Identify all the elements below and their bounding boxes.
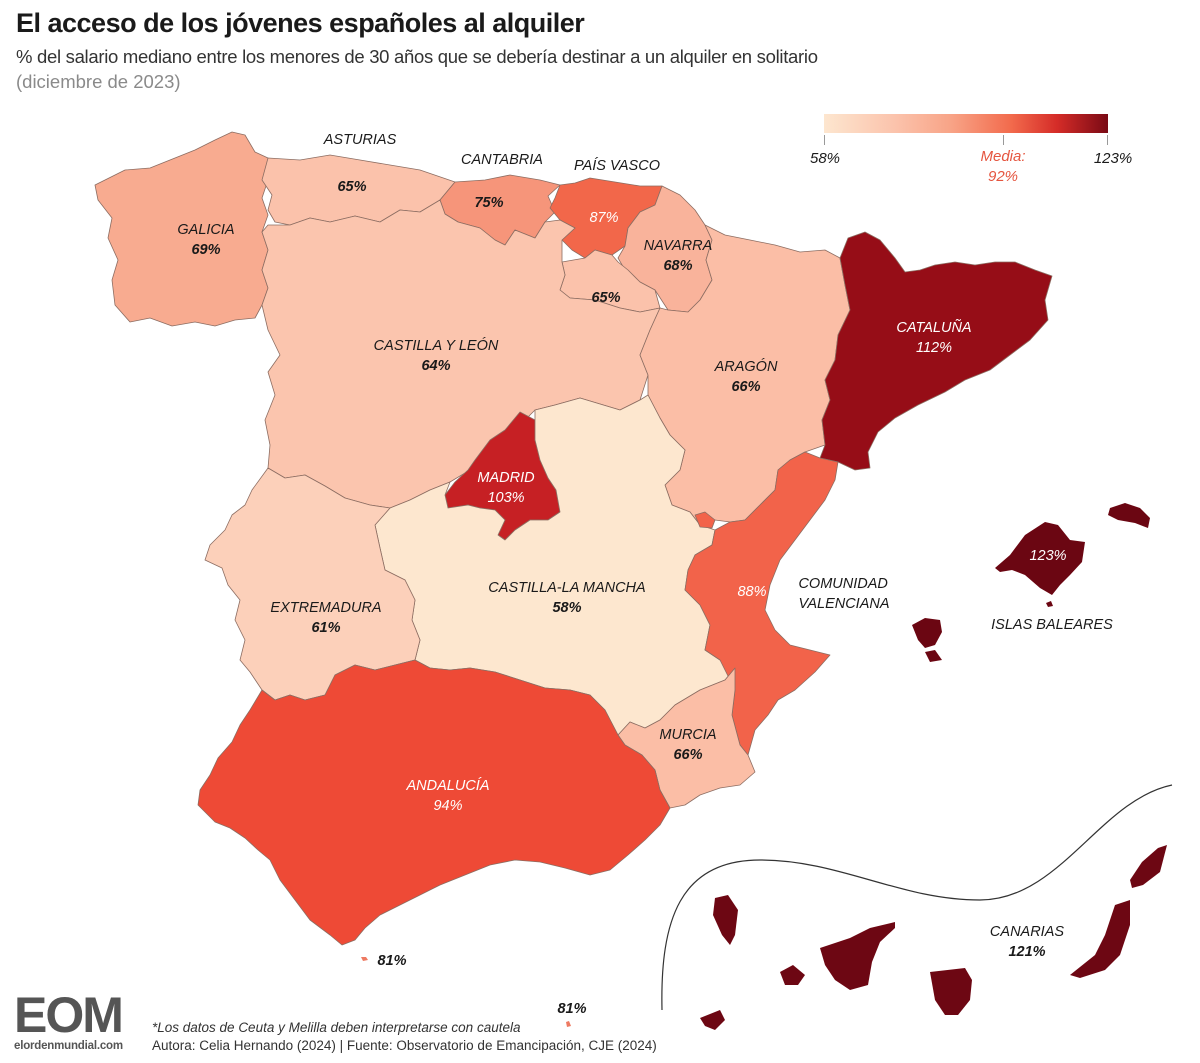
region-name-line1: COMUNIDAD [798, 576, 888, 592]
label-cantabria-value: 75% [474, 193, 503, 213]
logo-letters: EOM [14, 987, 124, 1043]
region-name: EXTREMADURA [270, 600, 382, 616]
region-value: 64% [421, 358, 451, 374]
region-name: CANARIAS [989, 924, 1065, 940]
label-aragon: ARAGÓN 66% [715, 357, 778, 397]
label-pais-vasco-name: PAÍS VASCO [574, 156, 660, 176]
source-credit: Autora: Celia Hernando (2024) | Fuente: … [152, 1038, 657, 1053]
region-comunidad-valenciana [684, 451, 839, 756]
label-asturias-value: 65% [337, 177, 366, 197]
region-islas-baleares [912, 503, 1150, 662]
region-andalucia [197, 659, 671, 946]
region-value: 65% [591, 290, 621, 306]
label-cantabria-name: CANTABRIA [461, 150, 543, 170]
label-pais-vasco-value: 87% [589, 208, 618, 228]
legend-tick-max [1107, 135, 1108, 145]
label-asturias-name: ASTURIAS [324, 130, 397, 150]
region-value: 121% [1008, 944, 1046, 960]
legend-color-bar [824, 114, 1108, 133]
region-value: 87% [589, 210, 619, 226]
region-value: 68% [663, 258, 693, 274]
region-name: CASTILLA-LA MANCHA [488, 580, 646, 596]
label-baleares-name: ISLAS BALEARES [991, 615, 1113, 635]
region-value: 61% [311, 620, 341, 636]
region-melilla [566, 1021, 571, 1027]
legend-mean-value: 92% [987, 168, 1019, 185]
region-value: 94% [433, 798, 463, 814]
region-name: MURCIA [659, 727, 717, 743]
region-value: 75% [474, 195, 504, 211]
region-name: NAVARRA [643, 238, 713, 254]
label-extremadura: EXTREMADURA 61% [270, 598, 381, 638]
region-name: GALICIA [177, 222, 235, 238]
label-andalucia: ANDALUCÍA 94% [407, 776, 490, 816]
region-value: 66% [673, 747, 703, 763]
region-name: MADRID [477, 470, 535, 486]
region-name: PAÍS VASCO [574, 158, 660, 174]
region-ceuta [361, 957, 368, 961]
region-name-line2: VALENCIANA [798, 596, 890, 612]
label-madrid: MADRID 103% [477, 468, 534, 508]
legend-max-label: 123% [1093, 150, 1133, 167]
chart-title: El acceso de los jóvenes españoles al al… [16, 8, 585, 38]
legend-min-label: 58% [809, 150, 841, 167]
legend-tick-mean [1003, 135, 1004, 145]
footnote: *Los datos de Ceuta y Melilla deben inte… [152, 1020, 521, 1035]
region-name: CATALUÑA [896, 320, 972, 336]
region-value: 81% [377, 953, 407, 969]
legend-tick-min [824, 135, 825, 145]
region-cataluna [819, 231, 1053, 471]
label-castilla-la-mancha: CASTILLA-LA MANCHA 58% [488, 578, 645, 618]
label-la-rioja: 65% [591, 288, 620, 308]
region-value: 123% [1029, 548, 1067, 564]
region-value: 69% [191, 242, 221, 258]
chart-subtitle: % del salario mediano entre los menores … [16, 46, 818, 67]
legend-mean: Media: 92% [980, 147, 1025, 187]
label-ceuta: 81% [377, 951, 406, 971]
region-name: ASTURIAS [323, 132, 397, 148]
eom-logo[interactable]: EOM elordenmundial.com [14, 990, 148, 1052]
region-value: 81% [557, 1001, 587, 1017]
label-navarra: NAVARRA 68% [644, 236, 713, 276]
region-value: 58% [552, 600, 582, 616]
legend-mean-label: Media: [980, 148, 1026, 165]
label-galicia: GALICIA 69% [177, 220, 234, 260]
label-castilla-y-leon: CASTILLA Y LEÓN 64% [374, 336, 499, 376]
region-value: 66% [731, 379, 761, 395]
chart-date: (diciembre de 2023) [16, 71, 181, 92]
region-name: ISLAS BALEARES [991, 617, 1113, 633]
region-value: 65% [337, 179, 367, 195]
label-canarias: CANARIAS 121% [990, 922, 1064, 962]
region-value: 88% [737, 584, 767, 600]
region-name: ANDALUCÍA [406, 778, 490, 794]
label-valencia-name: COMUNIDAD VALENCIANA [798, 574, 889, 614]
label-valencia-value: 88% [737, 582, 766, 602]
region-valencia-enclave [694, 511, 716, 529]
region-name: CASTILLA Y LEÓN [373, 338, 499, 354]
region-value: 103% [487, 490, 525, 506]
label-melilla: 81% [557, 999, 586, 1019]
canarias-separator-line [661, 784, 1173, 1011]
logo-url: elordenmundial.com [14, 1040, 123, 1052]
region-value: 112% [915, 340, 953, 356]
label-cataluna: CATALUÑA 112% [896, 318, 971, 358]
region-canarias [700, 845, 1167, 1030]
label-murcia: MURCIA 66% [659, 725, 716, 765]
label-baleares-value: 123% [1029, 546, 1066, 566]
region-name: CANTABRIA [461, 152, 543, 168]
region-name: ARAGÓN [714, 359, 778, 375]
